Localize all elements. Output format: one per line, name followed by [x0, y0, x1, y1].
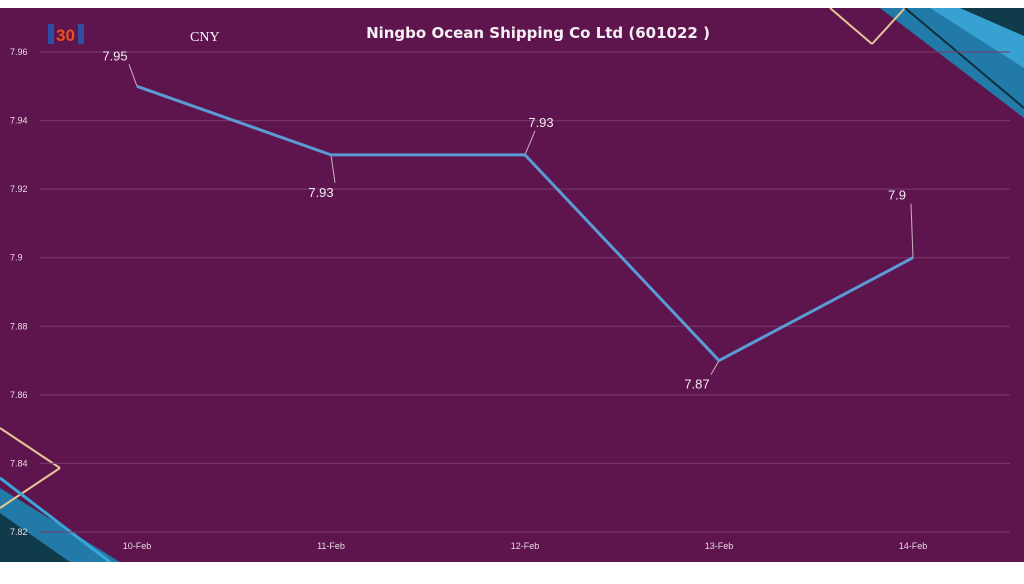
x-tick-label: 14-Feb	[899, 541, 928, 551]
x-tick-label: 10-Feb	[123, 541, 152, 551]
logo-bar-right	[78, 24, 84, 44]
data-labels: 7.95 7.93 7.93 7.87 7.9	[102, 48, 906, 391]
label-leader	[710, 360, 720, 375]
x-tick-label: 12-Feb	[511, 541, 540, 551]
decor-bl-gold-b	[0, 467, 61, 509]
logo-text: 30	[56, 26, 75, 45]
y-tick-label: 7.94	[10, 116, 28, 126]
x-axis: 10-Feb 11-Feb 12-Feb 13-Feb 14-Feb	[123, 541, 928, 551]
decor-bl-gold-a	[0, 427, 61, 469]
chart-canvas: 30 CNY Ningbo Ocean Shipping Co Ltd (601…	[0, 8, 1024, 562]
y-tick-label: 7.92	[10, 184, 28, 194]
decor-bl-dark	[0, 513, 70, 562]
decor-top-right	[829, 8, 1024, 118]
line-chart: 30 CNY Ningbo Ocean Shipping Co Ltd (601…	[0, 8, 1024, 562]
data-label: 7.9	[888, 188, 906, 203]
decor-dark-line	[904, 8, 1024, 109]
label-leader	[910, 203, 914, 258]
currency-label: CNY	[190, 30, 220, 45]
logo: 30	[48, 24, 84, 45]
y-tick-label: 7.88	[10, 321, 28, 331]
label-leaders	[128, 64, 914, 375]
data-label: 7.87	[684, 377, 709, 392]
decor-bl-light-line	[0, 476, 111, 562]
series-group	[136, 84, 914, 363]
y-tick-label: 7.82	[10, 527, 28, 537]
y-tick-label: 7.84	[10, 458, 28, 468]
data-label: 7.93	[528, 115, 553, 130]
logo-bar-left	[48, 24, 54, 44]
y-tick-label: 7.86	[10, 390, 28, 400]
decor-dark-band	[960, 8, 1024, 36]
data-label: 7.95	[102, 48, 127, 63]
decor-gold-line-b	[871, 8, 906, 45]
y-axis: 7.82 7.84 7.86 7.88 7.9 7.92 7.94 7.96	[10, 47, 28, 537]
x-tick-label: 13-Feb	[705, 541, 734, 551]
decor-bottom-left	[0, 427, 120, 562]
label-leader	[128, 64, 138, 87]
series-line	[136, 84, 914, 363]
data-label: 7.93	[308, 185, 333, 200]
label-leader	[524, 130, 536, 156]
x-tick-label: 11-Feb	[317, 541, 345, 551]
decor-gold-line-a	[829, 8, 873, 45]
y-tick-label: 7.96	[10, 47, 28, 57]
y-tick-label: 7.9	[10, 253, 23, 263]
chart-title: Ningbo Ocean Shipping Co Ltd (601022 )	[366, 24, 710, 42]
grid	[40, 51, 1010, 533]
label-leader	[330, 154, 336, 183]
